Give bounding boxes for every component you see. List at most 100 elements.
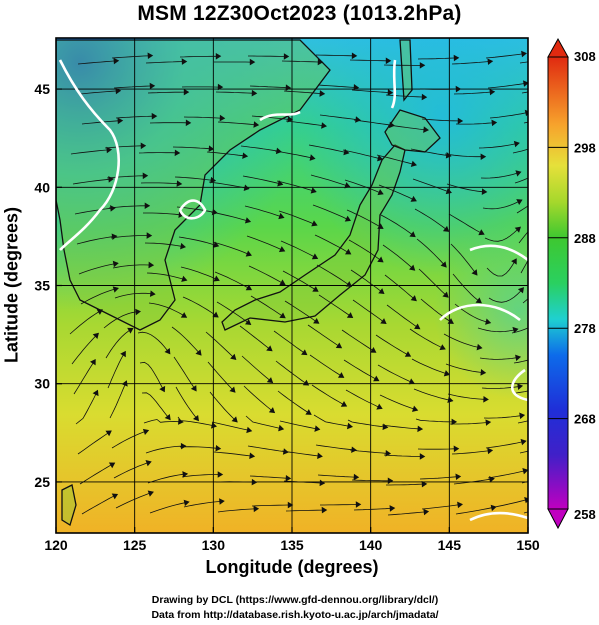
streamline-arrowhead	[182, 471, 189, 478]
colorbar-tick-label: 268	[574, 412, 596, 427]
streamline	[243, 385, 275, 413]
streamline	[349, 59, 391, 62]
streamline	[144, 242, 186, 248]
streamline	[485, 440, 526, 449]
streamline	[108, 205, 150, 209]
streamline-arrowhead	[447, 318, 454, 324]
x-axis-label: Longitude (degrees)	[205, 557, 379, 577]
streamline-arrowhead	[481, 188, 488, 195]
streamline-arrowhead	[164, 348, 171, 355]
streamline	[114, 292, 155, 299]
streamline-arrowhead	[192, 414, 199, 422]
streamline-arrowhead	[159, 385, 166, 393]
streamline	[79, 462, 115, 485]
streamline-arrowhead	[115, 87, 122, 95]
streamline-arrowhead	[410, 295, 417, 302]
streamline-arrowhead	[249, 452, 256, 460]
streamline	[175, 386, 199, 421]
y-tick-label: 40	[34, 179, 50, 195]
streamline	[242, 175, 283, 185]
y-tick-label: 45	[34, 81, 50, 97]
streamline-arrowhead	[483, 395, 489, 403]
streamline	[308, 144, 349, 154]
streamline	[311, 384, 347, 407]
streamline-arrowhead	[249, 58, 256, 66]
streamline-arrowhead	[279, 312, 286, 319]
streamline-arrowhead	[181, 275, 188, 282]
streamline-arrowhead	[346, 422, 353, 430]
streamline-arrowhead	[409, 231, 416, 238]
streamline-arrowhead	[229, 386, 236, 393]
streamline-arrowhead	[376, 403, 383, 410]
streamline	[206, 151, 248, 157]
streamline	[182, 296, 219, 318]
x-tick-label: 130	[202, 537, 226, 553]
streamline-arrowhead	[183, 88, 190, 96]
streamline-arrowhead	[253, 121, 260, 128]
streamline-arrowhead	[491, 119, 498, 127]
streamline-arrowhead	[344, 248, 352, 255]
colorbar-fill	[547, 56, 569, 510]
white-contours	[58, 59, 528, 522]
streamline-arrowhead	[408, 378, 415, 385]
streamline	[410, 148, 451, 157]
streamline-arrowhead	[147, 52, 154, 60]
y-tick-label: 35	[34, 278, 50, 294]
streamline-arrowhead	[439, 344, 446, 351]
streamline	[177, 416, 217, 427]
streamline	[74, 207, 116, 215]
streamline	[514, 177, 528, 184]
streamline-arrowhead	[310, 187, 317, 194]
streamline	[448, 213, 485, 235]
streamline	[384, 274, 417, 302]
streamline-arrowhead	[120, 350, 126, 358]
streamline	[81, 493, 118, 515]
streamline	[216, 301, 251, 325]
streamline	[317, 474, 359, 478]
streamline	[76, 235, 117, 245]
streamline	[518, 231, 528, 244]
streamline-arrowhead	[219, 114, 226, 122]
streamline	[281, 450, 323, 457]
streamline	[380, 214, 416, 238]
streamline	[489, 498, 528, 509]
streamline-arrowhead	[268, 407, 276, 414]
streamline	[307, 324, 342, 349]
streamline-arrowhead	[195, 349, 202, 356]
streamline	[115, 115, 157, 119]
streamline	[446, 183, 487, 193]
streamline	[409, 328, 446, 350]
streamline-arrowhead	[447, 396, 454, 404]
streamline-arrowhead	[180, 242, 186, 250]
streamline	[313, 414, 353, 428]
streamline	[104, 145, 146, 149]
streamline	[420, 298, 454, 324]
streamline-arrowhead	[423, 126, 429, 133]
streamline	[417, 448, 459, 450]
streamline-arrowhead	[353, 84, 360, 91]
streamline	[314, 234, 351, 255]
colorbar: 258 268 278 288 298 308	[547, 37, 596, 530]
streamline-arrowhead	[105, 430, 112, 437]
streamline	[171, 326, 202, 356]
streamline	[517, 420, 528, 424]
streamline	[381, 424, 423, 430]
streamline	[72, 178, 114, 185]
streamline	[71, 333, 99, 365]
map-title: MSM 12Z30Oct2023 (1013.2hPa)	[137, 2, 462, 25]
streamline-arrowhead	[311, 220, 318, 227]
streamline	[378, 184, 417, 202]
streamline-arrowhead	[345, 281, 353, 287]
x-tick-label: 150	[516, 537, 540, 553]
streamline	[352, 299, 387, 324]
streamline	[319, 114, 361, 121]
streamline-arrowhead	[244, 319, 252, 325]
streamline	[217, 121, 259, 126]
streamline	[309, 354, 344, 378]
streamline-arrowhead	[419, 453, 426, 460]
y-tick-label: 25	[34, 474, 50, 490]
streamline	[482, 199, 523, 210]
streamline	[483, 414, 525, 419]
streamline	[183, 116, 225, 119]
streamline-arrowhead	[451, 418, 458, 426]
